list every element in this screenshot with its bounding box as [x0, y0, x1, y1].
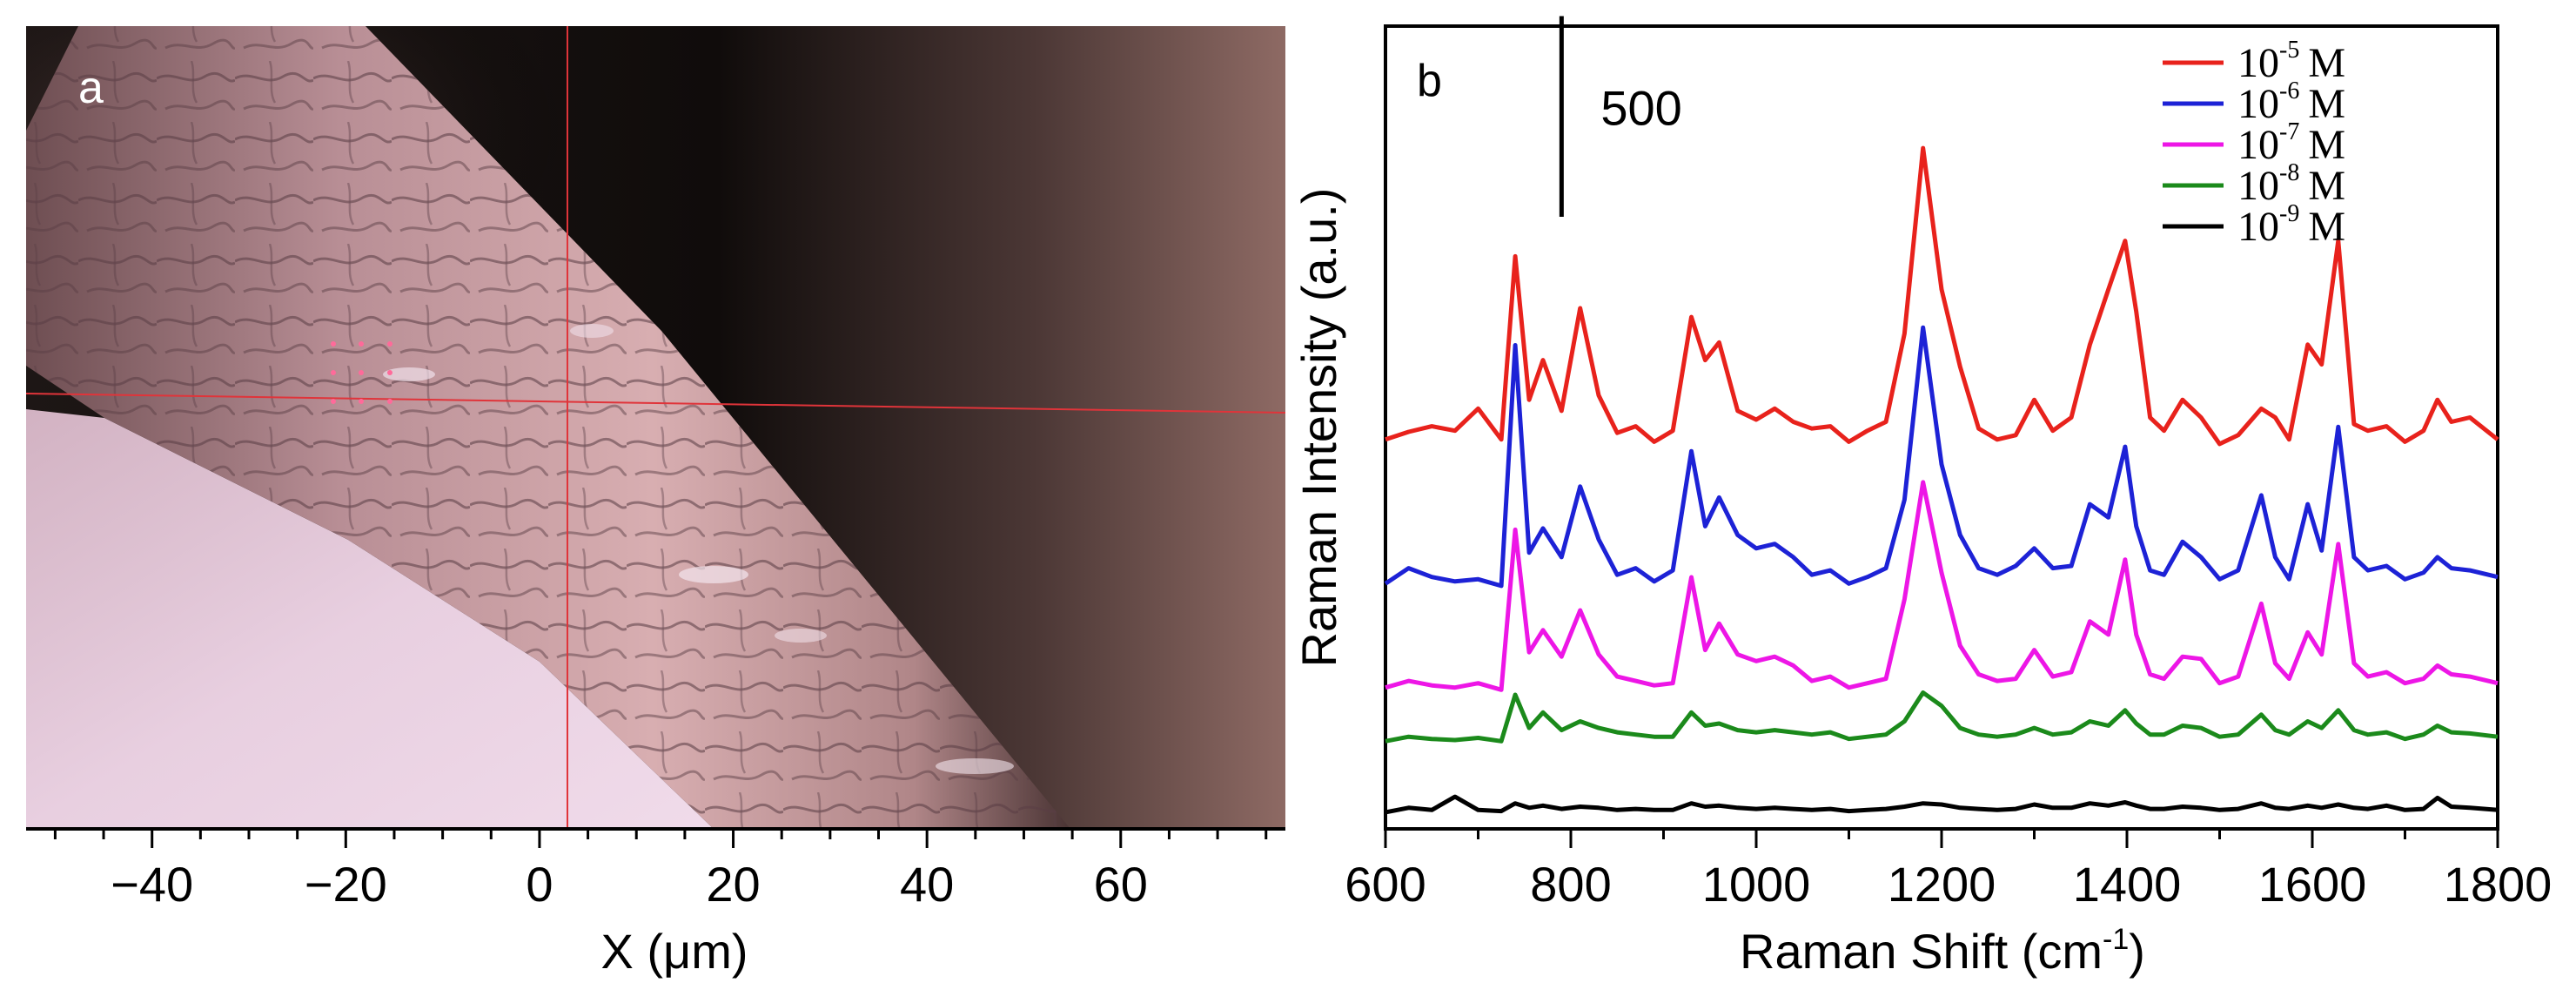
panel-a-x-tick-label: 20: [706, 857, 760, 912]
legend-entry: 10-6 M: [2237, 77, 2345, 127]
legend-entry: 10-5 M: [2237, 37, 2345, 86]
panel-b-x-tick-label: 600: [1345, 857, 1426, 912]
legend-exponent: -8: [2279, 159, 2299, 186]
series-line--6: [1384, 325, 2499, 589]
legend-unit: M: [2308, 163, 2345, 209]
panel-b-legend: 10-5 M10-6 M10-7 M10-8 M10-9 M: [2163, 37, 2345, 250]
legend-unit: M: [2308, 40, 2345, 86]
legend-unit: M: [2308, 122, 2345, 168]
panel-a-x-axis-label: X (μm): [600, 924, 748, 979]
legend-base: 10: [2237, 40, 2279, 86]
panel-b-x-axis-label-close: ): [2129, 924, 2145, 979]
panel-b-x-axis: 600 800 1000 1200 1400 1600 1800: [1345, 829, 2552, 912]
panel-a-x-tick-label: 0: [526, 857, 553, 912]
legend-unit: M: [2308, 81, 2345, 127]
panel-a-x-axis: −40 −20 0 20 40 60: [26, 827, 1285, 912]
panel-b-x-tick-label: 1000: [1702, 857, 1811, 912]
series-line--9: [1385, 794, 2499, 815]
legend-base: 10: [2237, 81, 2279, 127]
panel-b-series: [1384, 145, 2499, 815]
panel-b-x-axis-label-sup: -1: [2103, 923, 2129, 956]
legend-exponent: -5: [2279, 37, 2299, 64]
legend-exponent: -7: [2279, 118, 2299, 145]
legend-exponent: -6: [2279, 77, 2299, 104]
panel-b-x-axis-label-main: Raman Shift (cm: [1740, 924, 2103, 979]
panel-b-x-tick-label: 1400: [2073, 857, 2182, 912]
panel-a-micrograph: [26, 26, 1285, 829]
crosshair-horizontal: [26, 393, 1285, 414]
series-line--7: [1385, 480, 2499, 692]
panel-b-x-tick-label: 1200: [1888, 857, 1996, 912]
legend-base: 10: [2237, 122, 2279, 168]
scale-bar-label: 500: [1600, 81, 1681, 136]
panel-a-x-tick-label: 40: [900, 857, 954, 912]
legend-entry: 10-7 M: [2237, 118, 2345, 168]
legend-entry: 10-9 M: [2237, 200, 2345, 250]
panel-b-x-axis-label: Raman Shift (cm-1): [1740, 923, 2145, 979]
panel-b-label: b: [1417, 56, 1442, 106]
panel-a-x-tick-label: −20: [305, 857, 387, 912]
legend-unit: M: [2308, 204, 2345, 250]
legend-base: 10: [2237, 204, 2279, 250]
panel-a-label: a: [78, 63, 104, 113]
legend-exponent: -9: [2279, 200, 2299, 227]
series-line--8: [1385, 690, 2499, 744]
legend-entry: 10-8 M: [2237, 159, 2345, 209]
lower-left-region: [26, 409, 714, 829]
grid-dots: [331, 341, 392, 404]
panel-a-x-tick-label: 60: [1094, 857, 1148, 912]
panel-b-x-tick-label: 1600: [2258, 857, 2367, 912]
legend-base: 10: [2237, 163, 2279, 209]
panel-b-x-tick-label: 1800: [2444, 857, 2553, 912]
series-line--5: [1385, 145, 2499, 447]
panel-b-y-axis-label: Raman Intensity (a.u.): [1291, 188, 1346, 668]
panel-a-x-tick-label: −40: [111, 857, 193, 912]
panel-b-x-tick-label: 800: [1530, 857, 1611, 912]
